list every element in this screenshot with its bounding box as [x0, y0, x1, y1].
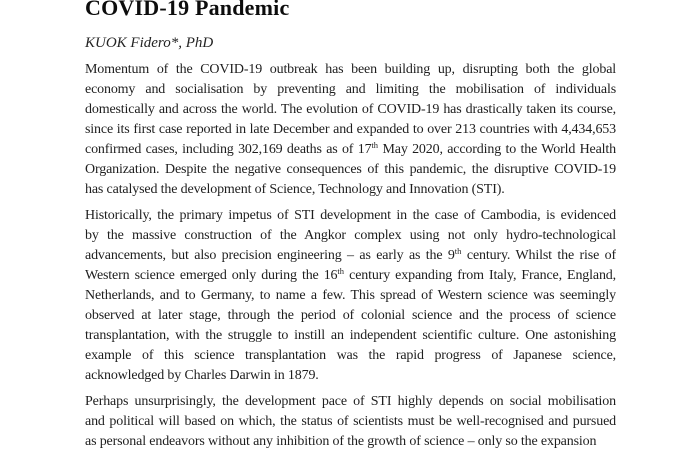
text-line: and political will based on which, the s… — [85, 414, 616, 429]
text-line: as personal endeavors without any inhibi… — [85, 434, 597, 449]
text-line: transplantation, with the struggle to in… — [85, 328, 616, 343]
text-line: advancements, but also precision enginee… — [85, 246, 616, 263]
superscript-ordinal: th — [454, 246, 462, 256]
paragraph: Momentum of the COVID-19 outbreak has be… — [85, 60, 616, 200]
text-line: observed at later stage, through the per… — [85, 308, 616, 323]
text-line: example of this science transplantation … — [85, 348, 616, 363]
superscript-ordinal: th — [337, 266, 345, 276]
text-line: since its first case reported in late De… — [85, 122, 616, 137]
author-byline: KUOK Fidero*, PhD — [85, 35, 214, 51]
text-line: Perhaps unsurprisingly, the development … — [85, 394, 616, 409]
superscript-ordinal: th — [371, 140, 379, 150]
text-line: Momentum of the COVID-19 outbreak has be… — [85, 62, 616, 77]
article-title: COVID-19 Pandemic — [85, 0, 290, 20]
text-line: domestically and across the world. The e… — [85, 102, 616, 117]
paragraph: Historically, the primary impetus of STI… — [85, 206, 616, 386]
text-line: Western science emerged only during the … — [85, 266, 616, 283]
paragraph: Perhaps unsurprisingly, the development … — [85, 392, 616, 450]
text-line: Netherlands, and to Germany, to name a f… — [85, 288, 616, 303]
text-line: has catalysed the development of Science… — [85, 182, 505, 197]
article-body: Momentum of the COVID-19 outbreak has be… — [85, 60, 616, 450]
text-line: economy and socialisation by preventing … — [85, 82, 616, 97]
text-line: confirmed cases, including 302,169 death… — [85, 140, 616, 157]
text-line: Historically, the primary impetus of STI… — [85, 208, 616, 223]
text-line: by the massive construction of the Angko… — [85, 228, 616, 243]
text-line: acknowledged by Charles Darwin in 1879. — [85, 368, 319, 383]
text-line: Organization. Despite the negative conse… — [85, 162, 616, 177]
